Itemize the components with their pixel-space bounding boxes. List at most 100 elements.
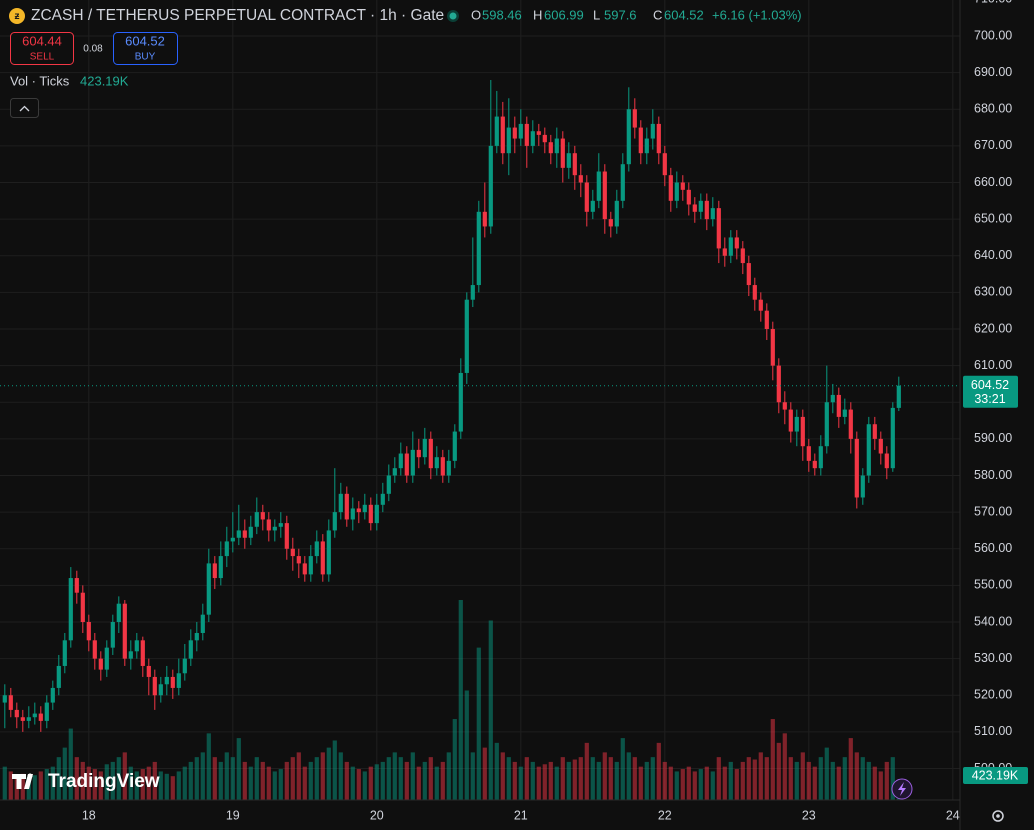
volume-bar xyxy=(608,757,613,800)
volume-bar xyxy=(566,761,571,800)
y-tick-label: 590.00 xyxy=(974,431,1012,445)
volume-bar xyxy=(170,776,175,800)
volume-bar xyxy=(368,766,373,800)
volume-bar xyxy=(320,752,325,800)
candle-body xyxy=(764,310,769,330)
candle-body xyxy=(314,541,319,557)
candle-body xyxy=(554,138,559,154)
volume-bar xyxy=(344,761,349,800)
volume-bar xyxy=(758,752,763,800)
candle-body xyxy=(662,153,667,176)
collapse-button[interactable] xyxy=(10,98,39,118)
volume-bar xyxy=(752,759,757,800)
candle-body xyxy=(854,438,859,498)
y-tick-label: 700.00 xyxy=(974,28,1012,42)
candle-body xyxy=(482,211,487,227)
volume-bar xyxy=(116,757,121,800)
candle-body xyxy=(596,171,601,201)
candle-body xyxy=(392,468,397,476)
buy-button[interactable] xyxy=(113,32,178,65)
candle-body xyxy=(338,493,343,513)
candle-body xyxy=(506,127,511,154)
volume-bar xyxy=(308,761,313,800)
candle-body xyxy=(746,263,751,286)
volume-bar xyxy=(164,773,169,800)
candle-body xyxy=(254,512,259,527)
candle-body xyxy=(86,622,91,641)
candle-body xyxy=(416,449,421,458)
ohlc-letter: H xyxy=(533,7,542,22)
candle-body xyxy=(584,182,589,212)
collapse-icon[interactable] xyxy=(19,105,30,112)
candle-body xyxy=(332,512,337,531)
candle-body xyxy=(884,453,889,469)
volume-bar xyxy=(458,600,463,800)
volume-bar xyxy=(392,752,397,800)
volume-bar xyxy=(98,771,103,800)
ohlc-value: 606.99 xyxy=(544,7,584,22)
volume-bar xyxy=(806,761,811,800)
candle-body xyxy=(230,537,235,542)
settings-icon[interactable] xyxy=(996,814,1000,818)
candle-body xyxy=(542,134,547,143)
volume-bar xyxy=(872,766,877,800)
sell-button[interactable] xyxy=(10,32,74,65)
candle-body xyxy=(500,116,505,154)
buy-price[interactable]: 604.52 xyxy=(125,33,165,48)
volume-bar xyxy=(224,752,229,800)
candle-body xyxy=(176,673,181,688)
volume-title: Vol · Ticks xyxy=(10,73,70,88)
candle-body xyxy=(140,640,145,666)
candle-body xyxy=(308,556,313,575)
volume-bar xyxy=(302,766,307,800)
candle-body xyxy=(110,622,115,648)
buy-label[interactable]: BUY xyxy=(135,52,156,63)
volume-bar xyxy=(290,757,295,800)
candle-body xyxy=(620,164,625,201)
candle-body xyxy=(734,237,739,249)
volume-bar xyxy=(326,747,331,800)
volume-bar xyxy=(200,752,205,800)
sell-price[interactable]: 604.44 xyxy=(22,33,62,48)
settings-button[interactable] xyxy=(992,810,1004,822)
y-tick-label: 660.00 xyxy=(974,175,1012,189)
volume-legend-value: 423.19K xyxy=(80,73,129,88)
candle-body xyxy=(368,504,373,524)
volume-bar xyxy=(206,733,211,800)
candle-body xyxy=(848,409,853,439)
candle-body xyxy=(56,665,61,688)
volume-bar xyxy=(230,757,235,800)
y-tick-label: 630.00 xyxy=(974,285,1012,299)
volume-bar xyxy=(620,738,625,800)
sell-label[interactable]: SELL xyxy=(30,52,55,63)
chart-title: ZCASH / TETHERUS PERPETUAL CONTRACT · 1h… xyxy=(31,7,444,24)
candle-body xyxy=(866,424,871,476)
volume-bar xyxy=(572,759,577,800)
candle-body xyxy=(470,285,475,300)
candle-body xyxy=(608,219,613,227)
candle-body xyxy=(380,493,385,505)
volume-bar xyxy=(248,766,253,800)
y-tick-label: 560.00 xyxy=(974,541,1012,555)
volume-bar xyxy=(500,752,505,800)
volume-bar xyxy=(746,757,751,800)
candle-body xyxy=(422,438,427,458)
volume-bar xyxy=(734,769,739,800)
candle-body xyxy=(680,182,685,190)
volume-bar xyxy=(470,752,475,800)
ohlc-letter: C xyxy=(653,7,662,22)
candle-body xyxy=(134,640,139,652)
volume-bar xyxy=(644,761,649,800)
last-price-tag xyxy=(963,375,1018,408)
lightning-icon[interactable] xyxy=(898,782,906,796)
candle-body xyxy=(206,563,211,615)
ohlc-value: 598.46 xyxy=(482,7,522,22)
candle-body xyxy=(650,123,655,139)
candle-body xyxy=(830,394,835,403)
volume-bar xyxy=(134,771,139,800)
volume-bar xyxy=(836,766,841,800)
y-tick-label: 710.00 xyxy=(974,0,1012,6)
volume-bar xyxy=(338,752,343,800)
volume-bar xyxy=(476,647,481,800)
